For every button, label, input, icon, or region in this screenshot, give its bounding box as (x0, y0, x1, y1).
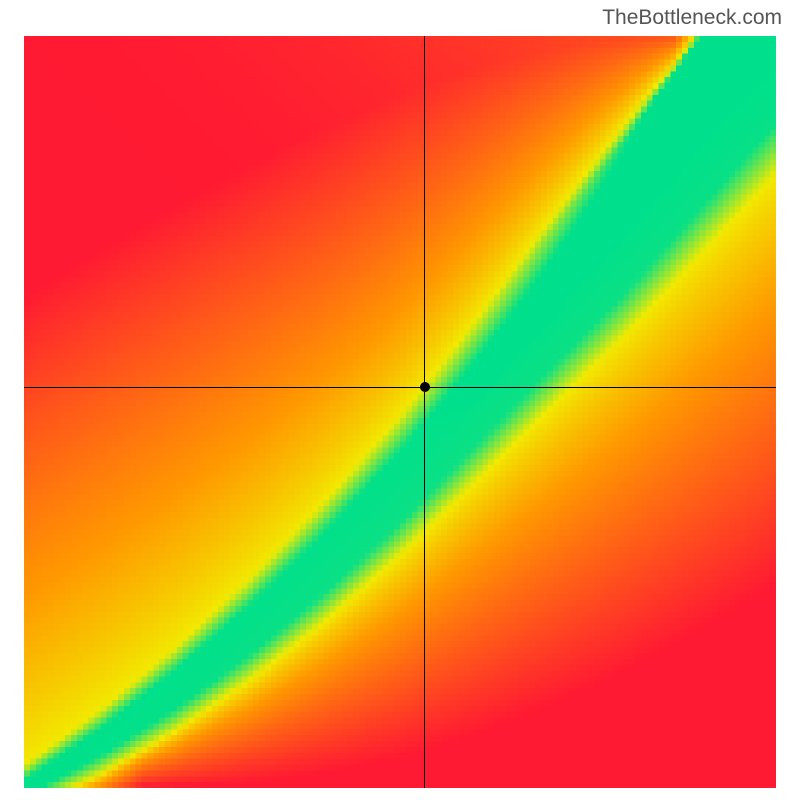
attribution-text: TheBottleneck.com (602, 6, 782, 30)
bottleneck-heatmap (24, 36, 776, 788)
crosshair-horizontal (24, 387, 776, 388)
crosshair-vertical (424, 36, 425, 788)
crosshair-marker (420, 382, 430, 392)
plot-area (24, 36, 776, 788)
chart-container: TheBottleneck.com (0, 0, 800, 800)
